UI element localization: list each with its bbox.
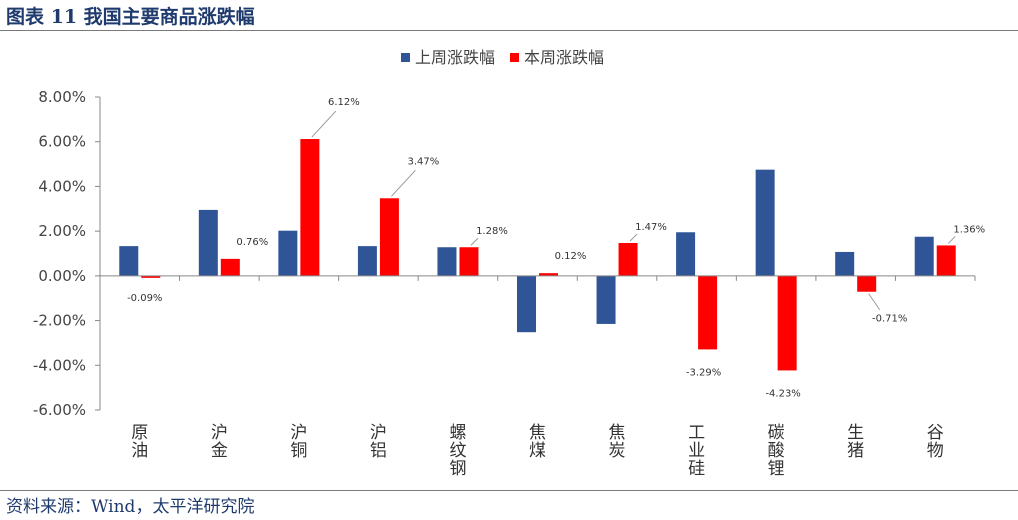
last-week-bar — [278, 230, 298, 276]
legend-label: 上周涨跌幅 — [415, 48, 495, 67]
source-note: 资料来源：Wind，太平洋研究院 — [6, 497, 255, 517]
label-leader-line — [311, 110, 337, 138]
data-label: 0.76% — [236, 237, 268, 248]
category-label: 沪 — [290, 423, 307, 443]
this-week-bar — [618, 242, 638, 276]
category-label: 锂 — [768, 459, 785, 479]
this-week-bar — [300, 139, 320, 276]
last-week-bar — [517, 275, 536, 333]
y-tick-label: 4.00% — [38, 177, 86, 195]
label-leader-line — [470, 237, 479, 246]
category-label: 纹 — [449, 441, 466, 461]
y-tick-label: 2.00% — [38, 222, 86, 240]
this-week-bar — [141, 275, 161, 278]
legend-label: 本周涨跌幅 — [524, 48, 604, 67]
category-label: 硅 — [688, 459, 705, 479]
this-week-bar — [379, 198, 399, 276]
data-label: 1.47% — [635, 222, 667, 233]
category-label: 生 — [847, 423, 864, 443]
category-label: 铝 — [370, 441, 387, 461]
category-label: 金 — [211, 441, 228, 461]
category-label: 原 — [131, 423, 148, 443]
category-label: 焦 — [529, 423, 546, 443]
category-label: 铜 — [290, 441, 307, 461]
last-week-bar — [676, 232, 696, 276]
category-label: 物 — [927, 441, 944, 461]
data-label: -4.23% — [765, 388, 800, 399]
last-week-bar — [198, 209, 218, 276]
last-week-bar — [596, 275, 616, 324]
data-label: 1.28% — [476, 226, 508, 237]
category-label: 猪 — [847, 441, 864, 461]
data-label: 3.47% — [408, 156, 440, 167]
this-week-bar — [777, 275, 797, 371]
y-tick-label: -6.00% — [33, 401, 86, 419]
category-label: 炭 — [609, 441, 626, 461]
figure-title: 图表 11 我国主要商品涨跌幅 — [6, 6, 255, 28]
data-label: 1.36% — [953, 224, 985, 235]
label-leader-line — [629, 233, 638, 242]
y-tick-label: 0.00% — [38, 267, 86, 285]
data-labels: -0.09% 0.76% 6.12% 3.47% 1.28% 0.12% 1.47% -3.2… — [127, 97, 985, 399]
category-label: 煤 — [529, 441, 546, 461]
this-week-bar — [857, 275, 877, 292]
last-week-bar — [357, 246, 377, 276]
y-tick-label: -4.00% — [33, 356, 86, 374]
legend: 上周涨跌幅 本周涨跌幅 — [401, 48, 604, 67]
label-leader-line — [868, 293, 881, 311]
bar-chart: 上周涨跌幅 本周涨跌幅 8.00% 6.00% 4.00% 2.00% 0.00% -2.0… — [33, 48, 985, 479]
this-week-bar — [459, 247, 479, 276]
data-label: -0.71% — [872, 314, 907, 325]
category-label: 钢 — [449, 459, 466, 479]
category-label: 油 — [131, 441, 148, 461]
category-label: 螺 — [449, 423, 466, 443]
category-label: 酸 — [768, 441, 785, 461]
last-week-bar — [119, 246, 139, 276]
this-week-bar — [220, 258, 240, 276]
this-week-bar — [936, 245, 956, 276]
legend-swatch — [510, 53, 519, 62]
y-tick-label: 6.00% — [38, 133, 86, 151]
this-week-bar — [539, 273, 558, 276]
category-label: 沪 — [211, 423, 228, 443]
legend-last-week: 上周涨跌幅 — [401, 48, 495, 67]
category-label: 工 — [688, 423, 705, 443]
last-week-bar — [437, 247, 457, 276]
category-label: 业 — [688, 441, 705, 461]
data-label: -3.29% — [686, 367, 721, 378]
last-week-bar — [835, 251, 855, 276]
category-label: 焦 — [609, 423, 626, 443]
label-leader-line — [947, 236, 956, 244]
data-label: -0.09% — [127, 293, 162, 304]
legend-swatch — [401, 53, 410, 62]
this-week-bar — [698, 275, 718, 350]
last-week-bar — [914, 236, 934, 276]
category-label: 谷 — [927, 423, 944, 443]
y-tick-label: 8.00% — [38, 88, 86, 106]
y-tick-label: -2.00% — [33, 312, 86, 330]
bars — [119, 139, 956, 371]
legend-this-week: 本周涨跌幅 — [510, 48, 604, 67]
last-week-bar — [755, 169, 775, 276]
category-label: 沪 — [370, 423, 387, 443]
y-axis: 8.00% 6.00% 4.00% 2.00% 0.00% -2.00% -4.00% -6.… — [33, 88, 101, 419]
label-leader-line — [391, 169, 416, 197]
category-label: 碳 — [768, 423, 785, 443]
bottom-rule — [0, 490, 1018, 491]
top-rule — [0, 30, 1018, 31]
data-label: 0.12% — [555, 251, 587, 262]
data-label: 6.12% — [328, 97, 360, 108]
